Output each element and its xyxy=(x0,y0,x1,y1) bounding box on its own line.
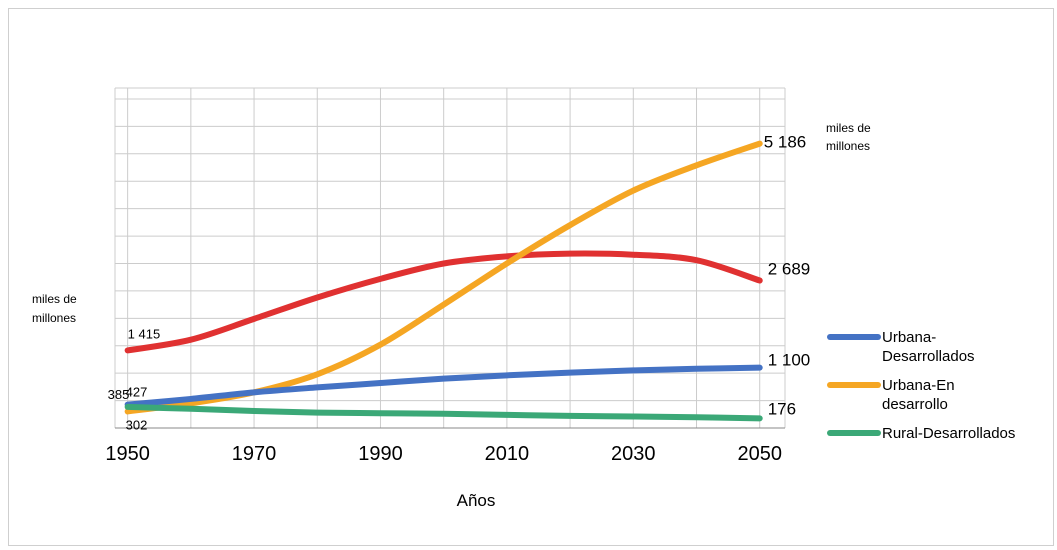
series-lines xyxy=(124,140,763,422)
data-label-urbana-desarrollados: 427 xyxy=(126,385,148,400)
data-labels: 427 1 100 302 5 186 385 176 1 415 2 689 xyxy=(108,133,811,433)
data-label-urbana-desarrollados: 1 100 xyxy=(768,351,811,370)
legend-label: Rural-Desarrollados xyxy=(882,425,1015,442)
legend-item-urbana-desarrollados: Urbana- Desarrollados xyxy=(827,329,975,365)
data-label-rural-en-desarrollo: 2 689 xyxy=(768,260,811,279)
data-label-rural-desarrollados: 385 xyxy=(108,387,130,402)
legend-label: Desarrollados xyxy=(882,348,975,365)
y-axis-label-right-line1: miles de xyxy=(826,121,871,135)
series-line-urbana-desarrollados xyxy=(124,364,763,408)
legend-label: desarrollo xyxy=(882,396,948,413)
x-tick-label: 1970 xyxy=(232,443,277,465)
x-tick-label: 2050 xyxy=(737,443,782,465)
legend-item-rural-desarrollados: Rural-Desarrollados xyxy=(827,425,1015,442)
data-label-urbana-en-desarrollo: 5 186 xyxy=(764,133,807,152)
legend-label: Urbana- xyxy=(882,329,936,346)
x-tick-label: 1950 xyxy=(105,443,150,465)
series-line-rural-en-desarrollo xyxy=(124,250,763,354)
legend-label: Urbana-En xyxy=(882,377,955,394)
x-axis-label: Años xyxy=(457,491,496,510)
series-line-rural-desarrollados xyxy=(124,403,763,422)
legend-item-urbana-en-desarrollo: Urbana-En desarrollo xyxy=(827,377,955,413)
x-tick-label: 1990 xyxy=(358,443,403,465)
data-label-rural-desarrollados: 176 xyxy=(768,399,796,418)
data-label-rural-en-desarrollo: 1 415 xyxy=(128,326,161,341)
chart-frame xyxy=(8,8,1054,546)
x-axis-ticks: 1950 1970 1990 2010 2030 2050 xyxy=(105,443,782,465)
x-tick-label: 2010 xyxy=(485,443,530,465)
data-label-urbana-en-desarrollo: 302 xyxy=(126,417,148,432)
x-tick-label: 2030 xyxy=(611,443,656,465)
y-axis-label-left-line2: millones xyxy=(32,311,76,325)
y-axis-label-left-line1: miles de xyxy=(32,292,77,306)
y-axis-label-right-line2: millones xyxy=(826,139,870,153)
legend: Urbana- Desarrollados Urbana-En desarrollo R… xyxy=(827,329,1015,442)
